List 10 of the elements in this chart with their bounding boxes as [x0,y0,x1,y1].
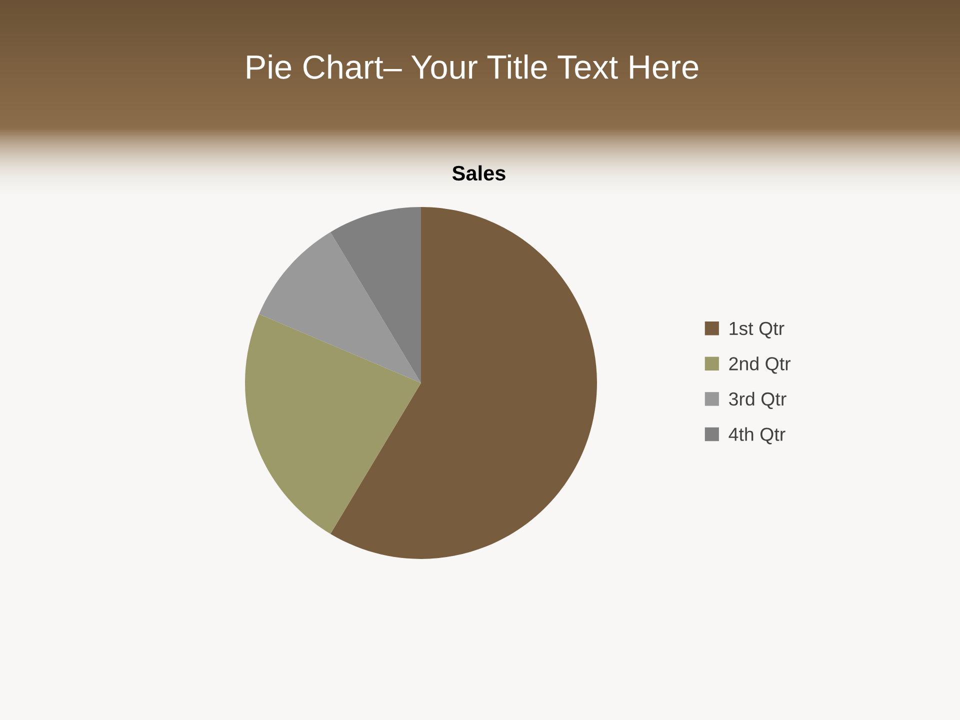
chart-subtitle: Sales [452,165,506,181]
chart-title: Pie Chart– Your Title Text Here [247,54,698,79]
legend-label: 3rd Qtr [729,392,786,410]
pie-slice [330,207,597,559]
legend-label: 4th Qtr [728,427,786,444]
pie-slice [259,232,421,383]
legend-label: 1st Qtr [730,322,784,338]
legend-label: 2nd Qtr [729,356,791,374]
pie-slice [330,207,421,383]
pie-slice [245,314,421,534]
